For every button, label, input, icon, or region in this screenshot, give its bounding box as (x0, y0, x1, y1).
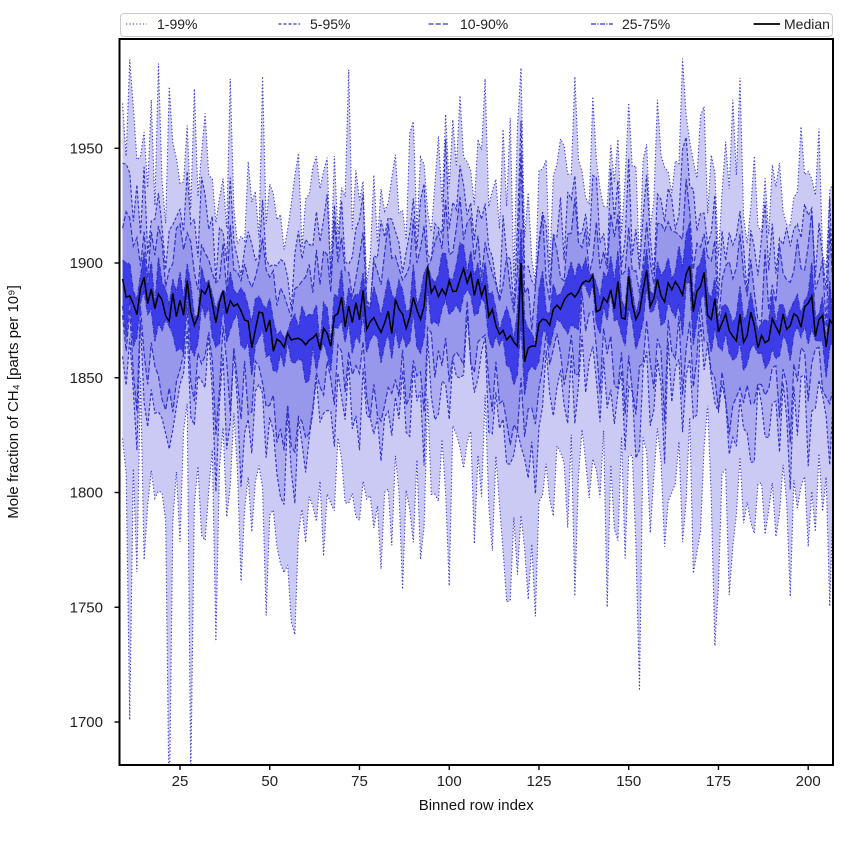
svg-text:50: 50 (261, 773, 278, 790)
svg-text:25: 25 (172, 773, 189, 790)
svg-text:175: 175 (706, 773, 731, 790)
svg-text:1850: 1850 (70, 370, 103, 387)
svg-text:1-99%: 1-99% (157, 16, 197, 32)
svg-text:125: 125 (526, 773, 551, 790)
svg-text:25-75%: 25-75% (622, 16, 670, 32)
svg-text:5-95%: 5-95% (310, 16, 350, 32)
svg-text:1800: 1800 (70, 485, 103, 502)
svg-text:10-90%: 10-90% (460, 16, 508, 32)
svg-text:1900: 1900 (70, 255, 103, 272)
svg-text:1950: 1950 (70, 140, 103, 157)
svg-text:100: 100 (437, 773, 462, 790)
svg-text:Mole fraction of CH₄ [parts pe: Mole fraction of CH₄ [parts per 10⁹] (5, 285, 22, 518)
svg-text:Median: Median (784, 16, 830, 32)
svg-text:1750: 1750 (70, 599, 103, 616)
svg-text:200: 200 (796, 773, 821, 790)
svg-text:75: 75 (351, 773, 368, 790)
svg-text:1700: 1700 (70, 714, 103, 731)
svg-text:Binned row index: Binned row index (419, 797, 535, 814)
svg-text:150: 150 (616, 773, 641, 790)
